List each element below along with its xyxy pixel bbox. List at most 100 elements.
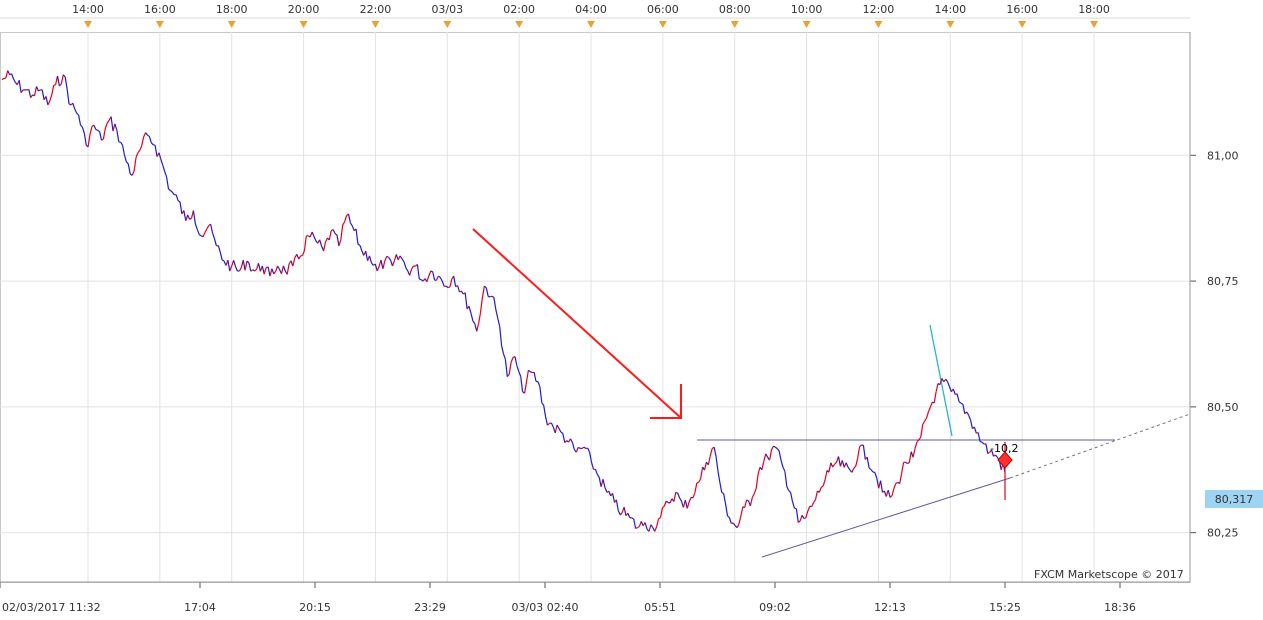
current-price-label: 80,317 <box>1215 493 1254 506</box>
price-segment <box>83 133 87 146</box>
top-time-label: 10:00 <box>791 3 823 16</box>
price-segment <box>684 500 688 509</box>
top-time-label: 06:00 <box>647 3 679 16</box>
price-segment <box>110 116 114 132</box>
price-segment <box>939 378 943 385</box>
price-segment <box>598 477 602 487</box>
price-segment <box>438 275 441 278</box>
price-segment <box>914 441 918 449</box>
price-segment <box>577 446 581 449</box>
top-time-label: 20:00 <box>288 3 320 16</box>
price-segment <box>899 473 903 484</box>
price-segment <box>323 241 327 252</box>
price-segment <box>432 271 436 281</box>
price-segment <box>732 522 736 526</box>
price-segment <box>780 460 784 468</box>
price-segment <box>794 507 797 510</box>
price-segment <box>384 256 388 262</box>
price-segment <box>623 507 627 516</box>
price-segment <box>470 313 474 322</box>
price-segment <box>474 323 478 332</box>
top-time-label: 18:00 <box>1078 3 1110 16</box>
price-segment <box>263 267 267 275</box>
price-segment <box>933 391 937 404</box>
price-segment <box>539 386 543 403</box>
price-segment <box>114 123 118 131</box>
price-segment <box>985 443 989 454</box>
price-segment <box>797 520 801 524</box>
price-segment <box>120 141 124 146</box>
price-segment <box>74 108 78 114</box>
price-segment <box>857 447 861 459</box>
price-segment <box>233 260 237 267</box>
price-segment <box>267 266 271 277</box>
price-segment <box>248 262 252 272</box>
price-tick-label: 80,50 <box>1207 401 1239 414</box>
price-segment <box>368 255 372 263</box>
price-segment <box>635 527 638 529</box>
price-segment <box>38 89 41 92</box>
price-segment <box>805 510 809 518</box>
price-segment <box>638 521 642 527</box>
top-time-axis: 14:00 16:00 18:00 20:00 22:00 03/03 02:00 04:00… <box>0 3 1190 28</box>
price-segment <box>717 470 721 483</box>
price-segment <box>631 517 634 520</box>
price-segment <box>556 424 560 429</box>
price-segment <box>28 89 32 98</box>
position-marker-icon <box>997 451 1013 469</box>
price-segment <box>137 149 141 154</box>
price-segment <box>547 422 550 426</box>
price-tick-label: 80,75 <box>1207 275 1239 288</box>
bottom-time-label: 03/03 02:40 <box>512 601 579 614</box>
price-segment <box>430 270 433 273</box>
session-marker-icon <box>1090 21 1099 28</box>
price-segment <box>795 508 799 523</box>
price-segment <box>784 471 788 487</box>
price-segment <box>814 490 818 500</box>
price-segment <box>275 265 279 272</box>
price-segment <box>731 522 734 525</box>
price-segment <box>5 70 9 79</box>
session-marker-icon <box>587 21 596 28</box>
price-segment <box>328 230 332 241</box>
price-segment <box>686 501 690 509</box>
price-segment <box>198 234 202 237</box>
price-segment <box>824 470 828 480</box>
price-segment <box>994 454 998 458</box>
price-segment <box>217 245 221 253</box>
top-time-label: 14:00 <box>72 3 104 16</box>
price-segment <box>319 239 323 247</box>
price-segment <box>948 386 952 393</box>
price-segment <box>818 487 822 493</box>
price-segment <box>76 112 80 116</box>
price-segment <box>49 94 53 101</box>
price-segment <box>189 217 192 220</box>
price-segment <box>426 275 430 282</box>
support-trendline <box>761 477 1011 558</box>
price-segment <box>221 259 225 262</box>
price-segment <box>493 297 497 310</box>
price-segment <box>969 419 974 429</box>
price-segment <box>459 290 462 293</box>
price-segment <box>390 260 394 267</box>
price-segment <box>862 445 866 460</box>
price-segment <box>497 318 501 327</box>
price-segment <box>457 285 461 293</box>
price-segment <box>168 188 171 191</box>
price-segment <box>472 320 476 324</box>
price-segment <box>724 503 729 516</box>
price-segment <box>344 215 348 223</box>
price-segment <box>533 372 537 382</box>
top-time-label: 18:00 <box>216 3 248 16</box>
price-segment <box>365 250 369 261</box>
top-time-label: 16:00 <box>1006 3 1038 16</box>
price-segment <box>20 89 24 94</box>
price-segment <box>788 490 792 493</box>
current-price-box <box>1205 489 1263 508</box>
price-segment <box>935 383 939 392</box>
price-segment <box>244 260 248 271</box>
price-segment <box>648 524 652 532</box>
grid-lines <box>0 32 1191 583</box>
price-segment <box>834 461 838 465</box>
